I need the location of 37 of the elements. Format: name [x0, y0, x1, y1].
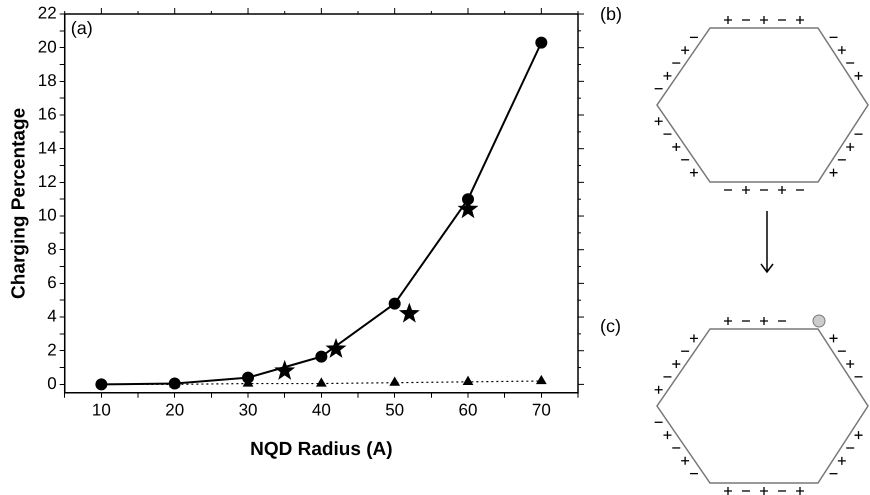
- point: [315, 350, 328, 363]
- text: (c): [600, 316, 621, 337]
- text: (b): [600, 4, 622, 25]
- y-tick-label: 4: [47, 306, 57, 326]
- y-tick-label: 16: [38, 104, 57, 124]
- y-tick-label: 14: [38, 138, 57, 158]
- point: [398, 302, 420, 323]
- point: [535, 36, 548, 49]
- point: [95, 378, 108, 390]
- x-tick-label: 20: [165, 400, 184, 420]
- y-tick-label: 12: [38, 172, 57, 192]
- y-tick-label: 2: [47, 340, 57, 360]
- point: [536, 375, 546, 384]
- point: [388, 298, 401, 310]
- point: [463, 376, 473, 385]
- point: [242, 372, 254, 384]
- y-tick-label: 8: [47, 239, 57, 258]
- y-tick-label: 22: [38, 4, 57, 23]
- point: [326, 338, 346, 358]
- y-tick-label: 10: [38, 206, 57, 225]
- point: [316, 378, 326, 387]
- x-axis-title: NQD Radius (A): [250, 438, 393, 460]
- x-tick-label: 40: [312, 400, 331, 420]
- y-tick-label: 20: [38, 37, 57, 56]
- point: [390, 377, 400, 386]
- point: [168, 378, 181, 390]
- annotation: (a): [70, 18, 93, 38]
- x-tick-label: 70: [532, 400, 551, 420]
- y-axis-title: Charging Percentage: [8, 108, 30, 299]
- y-tick-label: 6: [47, 273, 57, 292]
- x-tick-label: 30: [238, 400, 258, 420]
- y-tick-label: 0: [47, 374, 57, 394]
- y-tick-label: 18: [38, 71, 57, 90]
- x-tick-label: 50: [385, 400, 404, 420]
- x-tick-label: 10: [92, 400, 111, 420]
- point: [274, 360, 296, 380]
- x-tick-label: 60: [458, 400, 478, 420]
